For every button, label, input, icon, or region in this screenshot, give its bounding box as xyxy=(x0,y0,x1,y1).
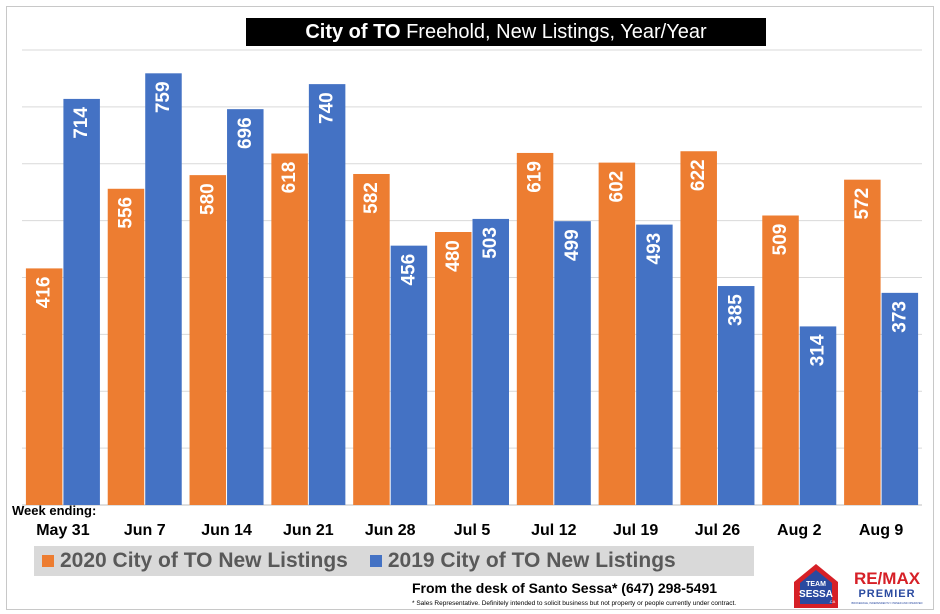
footer-contact: From the desk of Santo Sessa* (647) 298-… xyxy=(412,580,718,596)
data-label: 580 xyxy=(197,183,218,215)
bar-2020 xyxy=(516,152,554,505)
bar-chart: 416 714 May 31 556 759 Jun 7 580 696 Jun 14 618 74… xyxy=(22,49,922,539)
team-sessa-logo: TEAM SESSA .CA xyxy=(794,564,838,608)
bar-2020 xyxy=(844,179,881,506)
bar-2019 xyxy=(881,292,919,505)
bar-2020 xyxy=(598,162,636,506)
x-tick-label: Jun 21 xyxy=(283,522,334,539)
bar-2020 xyxy=(271,153,308,505)
data-label: 314 xyxy=(808,334,829,366)
x-tick-label: Jul 12 xyxy=(531,522,576,539)
week-ending-label: Week ending: xyxy=(12,503,97,518)
data-label: 416 xyxy=(34,277,55,309)
bar-2019 xyxy=(308,84,346,505)
data-label: 602 xyxy=(606,171,627,203)
house-body-shape xyxy=(800,570,832,604)
bar-2020 xyxy=(353,173,390,506)
data-label: 622 xyxy=(688,159,709,191)
chart-frame xyxy=(6,6,934,610)
x-tick-label: May 31 xyxy=(36,522,89,539)
data-label: 619 xyxy=(525,161,546,193)
legend-swatch-2020 xyxy=(42,555,54,567)
data-label: 696 xyxy=(235,117,256,149)
remax-premier-logo: RE/MAX PREMIER BROKERAGE, INDEPENDENTLY … xyxy=(852,569,923,605)
team-logo-line3: .CA xyxy=(829,599,836,604)
bar-2019 xyxy=(636,224,673,505)
bar-2020 xyxy=(107,188,145,505)
bar-2019 xyxy=(145,73,182,505)
team-logo-line1: TEAM xyxy=(806,581,826,588)
remax-sub-text: PREMIER xyxy=(858,588,915,600)
x-tick-label: Aug 2 xyxy=(777,522,822,539)
legend: 2020 City of TO New Listings 2019 City o… xyxy=(34,546,754,576)
x-tick-label: Jun 28 xyxy=(365,522,416,539)
data-label: 582 xyxy=(361,182,382,214)
chart-title-bold: City of TO xyxy=(305,21,401,43)
data-label: 456 xyxy=(398,254,419,286)
legend-swatch-2019 xyxy=(369,555,382,567)
bar-2019 xyxy=(799,326,837,505)
legend-label-2019: 2019 City of TO New Listings xyxy=(387,549,676,572)
bar-2019 xyxy=(472,218,509,505)
x-tick-label: Jul 19 xyxy=(613,522,658,539)
data-label: 740 xyxy=(317,92,338,124)
legend-label-2020: 2020 City of TO New Listings xyxy=(60,549,348,572)
data-label: 480 xyxy=(443,240,464,272)
x-tick-label: Jul 26 xyxy=(695,522,740,539)
footer-disclaimer: * Sales Representative. Definitely inten… xyxy=(412,600,737,607)
bar-2020 xyxy=(680,151,717,506)
x-tick-label: Jun 14 xyxy=(201,522,252,539)
x-tick-label: Jun 7 xyxy=(124,522,166,539)
data-label: 759 xyxy=(153,81,174,113)
x-tick-label: Jul 5 xyxy=(454,522,491,539)
data-label: 503 xyxy=(480,227,501,259)
remax-brand-text: RE/MAX xyxy=(854,569,921,588)
legend-item-2020: 2020 City of TO New Listings xyxy=(42,549,348,573)
chart-title-rest: Freehold, New Listings, Year/Year xyxy=(406,21,707,43)
chart-title: City of TO Freehold, New Listings, Year/… xyxy=(246,18,766,46)
bar-2019 xyxy=(227,109,264,506)
data-label: 493 xyxy=(644,233,665,265)
bar-2020 xyxy=(762,215,799,505)
data-label: 618 xyxy=(279,162,300,194)
data-label: 373 xyxy=(889,301,910,333)
remax-tagline-text: BROKERAGE, INDEPENDENTLY OWNED AND OPERA… xyxy=(852,601,923,605)
data-label: 714 xyxy=(71,107,92,139)
x-tick-label: Aug 9 xyxy=(859,522,904,539)
data-label: 572 xyxy=(852,188,873,220)
bar-2019 xyxy=(554,221,591,505)
bar-2019 xyxy=(63,98,100,505)
data-label: 509 xyxy=(770,224,791,256)
bar-2020 xyxy=(25,268,63,505)
data-label: 385 xyxy=(726,294,747,326)
bar-2019 xyxy=(390,245,428,505)
bar-2020 xyxy=(189,175,227,505)
bar-2019 xyxy=(717,286,755,505)
legend-item-2019: 2019 City of TO New Listings xyxy=(369,549,676,573)
bar-2020 xyxy=(435,232,472,505)
data-label: 556 xyxy=(115,197,136,229)
team-logo-line2: SESSA xyxy=(799,589,833,600)
data-label: 499 xyxy=(562,229,583,261)
